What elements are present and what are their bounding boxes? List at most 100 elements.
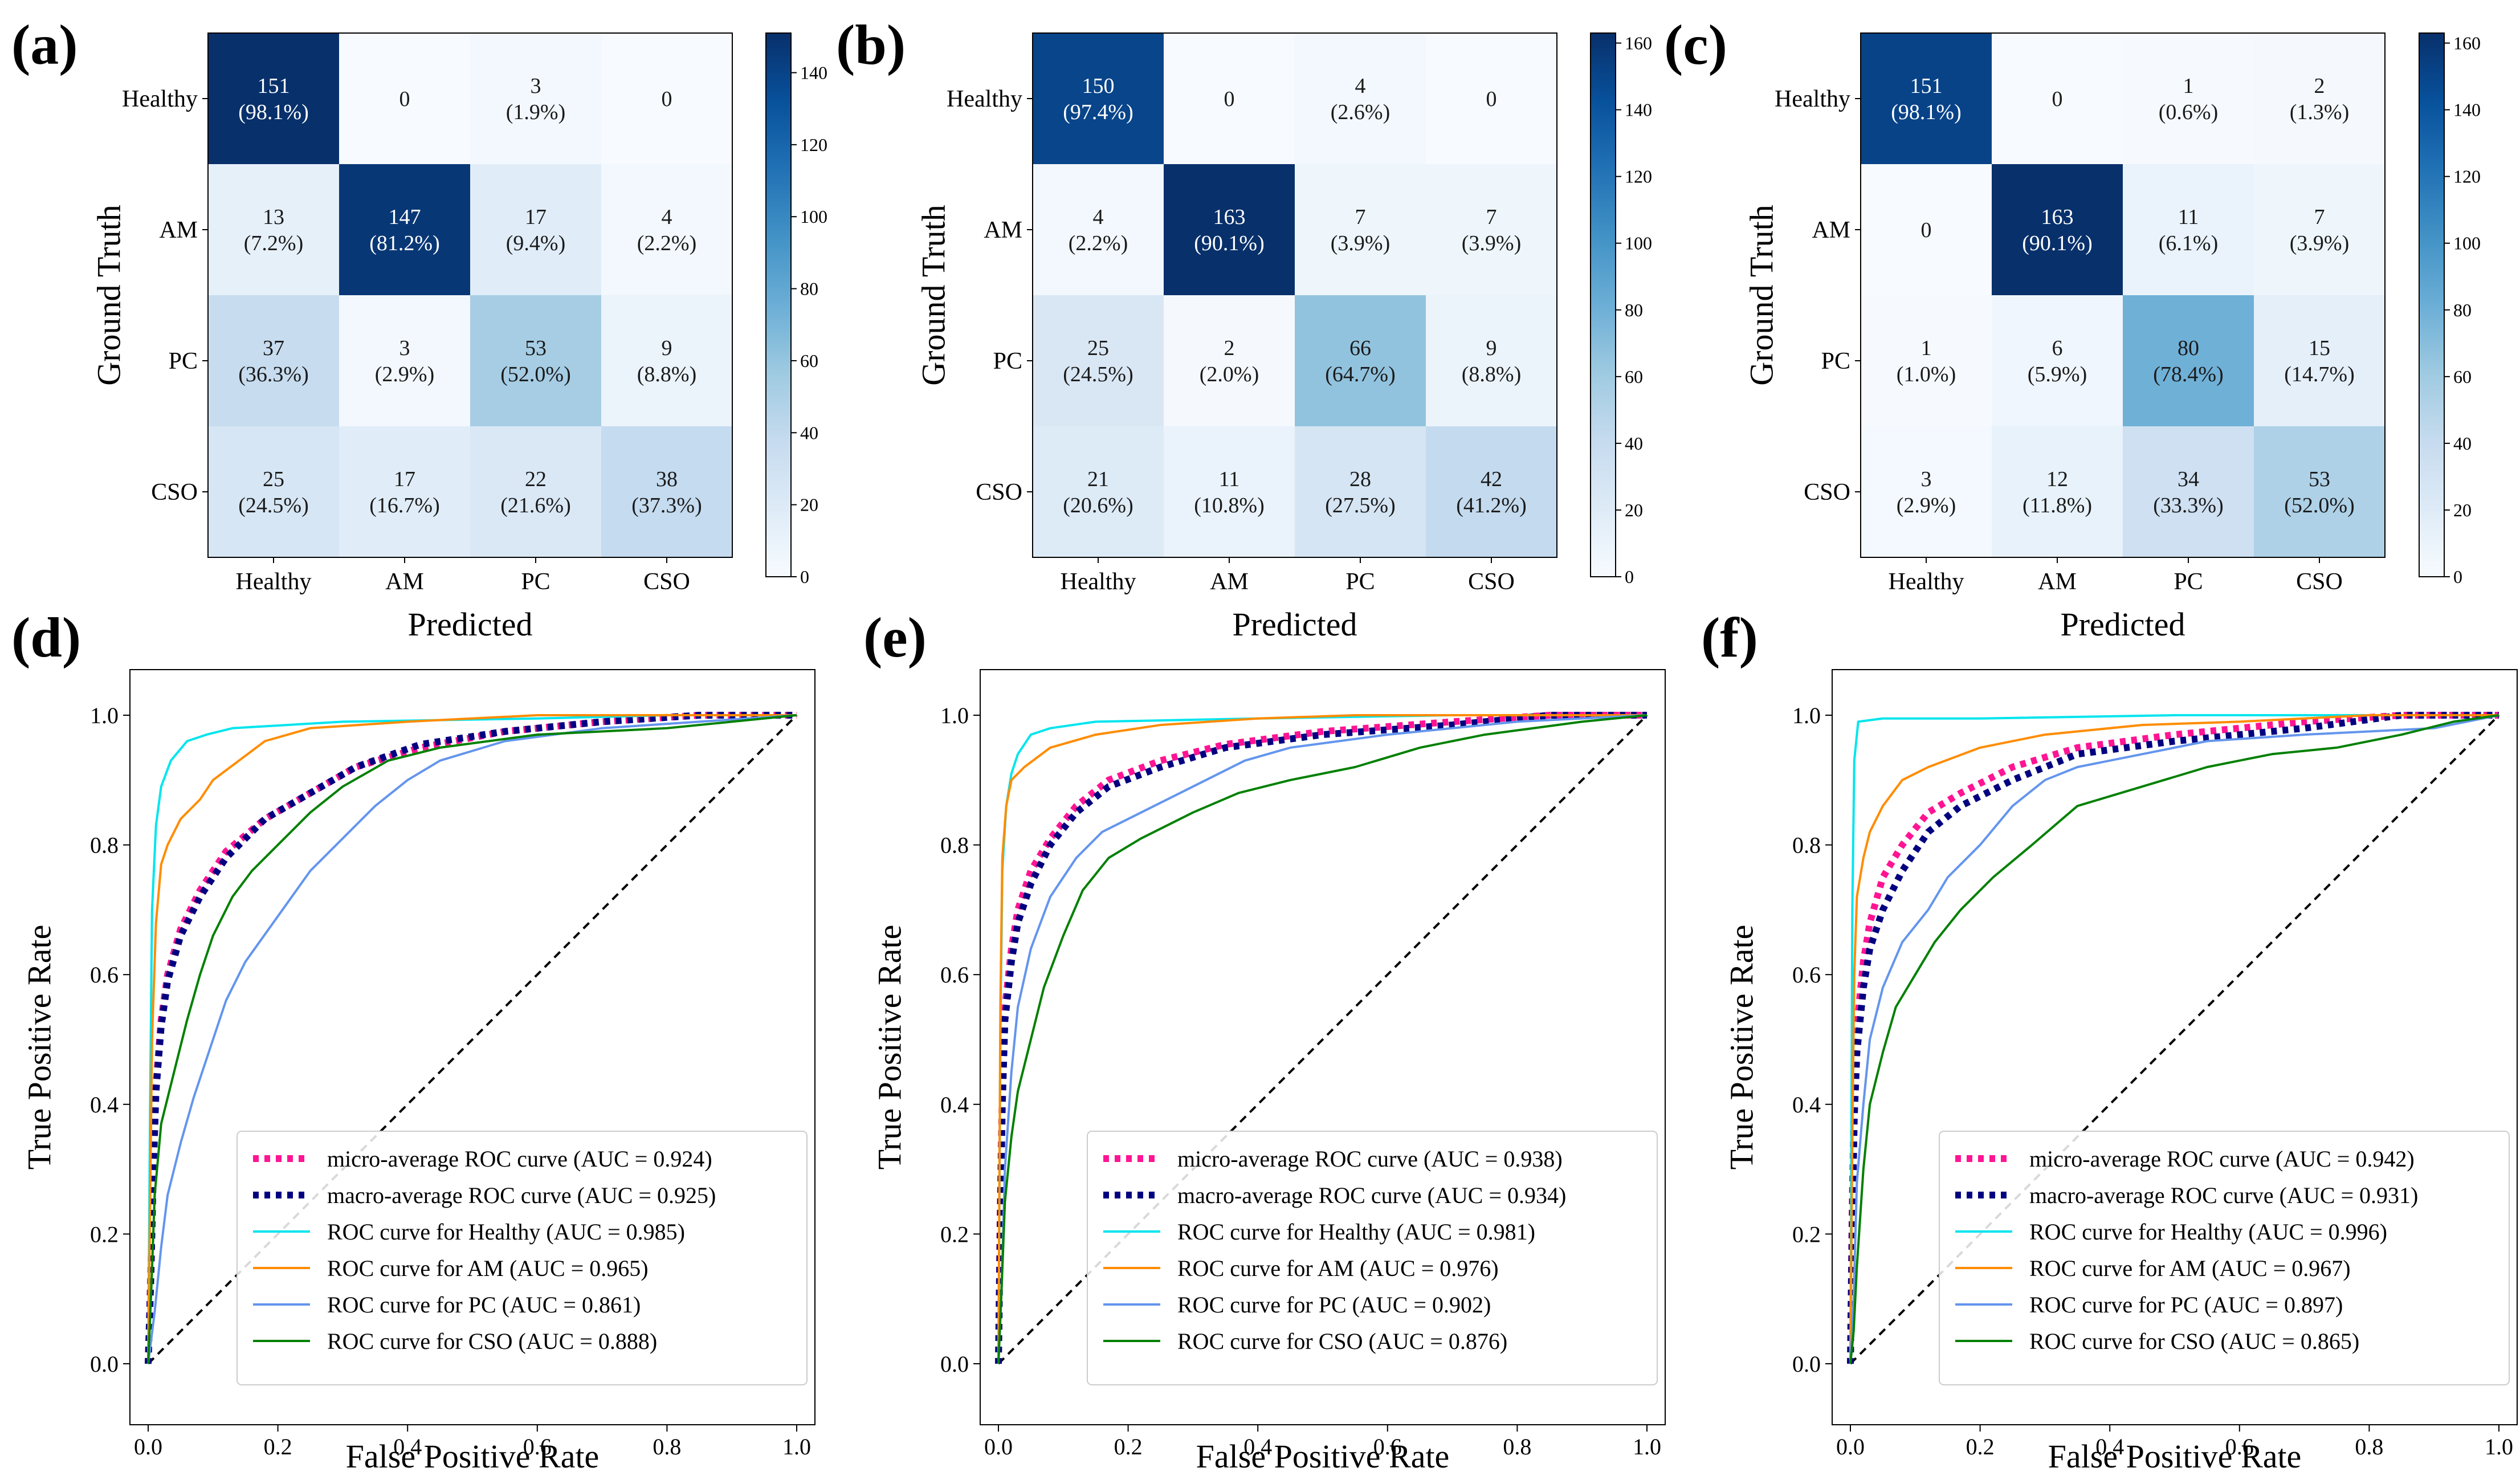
cell-count: 12 — [2046, 467, 2068, 491]
colorbar-tick-label: 160 — [1625, 33, 1652, 54]
y-tick-label: 0.2 — [1792, 1221, 1821, 1247]
cell-percent: (2.2%) — [1069, 231, 1128, 255]
colorbar-tick-label: 60 — [1625, 366, 1643, 387]
y-tick-label: AM — [984, 217, 1022, 243]
y-tick-label: 0.8 — [90, 833, 119, 858]
cell-count: 0 — [2052, 87, 2063, 111]
cell-count: 4 — [1093, 205, 1104, 229]
cell-percent: (97.4%) — [1063, 100, 1133, 124]
cell-count: 0 — [1486, 87, 1497, 111]
cell-percent: (41.2%) — [1456, 494, 1526, 517]
legend-entry: micro-average ROC curve (AUC = 0.942) — [2029, 1146, 2415, 1172]
panel-label: (c) — [1664, 13, 1727, 76]
cell-count: 22 — [525, 467, 547, 491]
cell-count: 15 — [2309, 336, 2330, 360]
cell-count: 17 — [394, 467, 415, 491]
colorbar-tick-label: 40 — [1625, 433, 1643, 454]
legend-entry: ROC curve for Healthy (AUC = 0.985) — [327, 1219, 685, 1245]
cell-count: 7 — [1486, 205, 1497, 229]
cell-count: 4 — [1355, 74, 1366, 98]
colorbar-tick-label: 0 — [1625, 566, 1634, 587]
colorbar-tick-label: 60 — [800, 350, 818, 371]
x-tick-label: AM — [385, 569, 424, 595]
matrix-frame — [1860, 32, 2386, 558]
matrix-cell — [1426, 164, 1557, 295]
cell-percent: (5.9%) — [2028, 362, 2087, 386]
y-tick-label: 1.0 — [90, 703, 119, 728]
colorbar-tick-label: 0 — [2453, 566, 2462, 587]
cell-count: 163 — [1213, 205, 1246, 229]
cell-percent: (98.1%) — [238, 100, 308, 124]
x-tick-label: PC — [1345, 569, 1375, 595]
cell-count: 3 — [399, 336, 410, 360]
colorbar-tick-label: 60 — [2453, 366, 2472, 387]
legend-entry: macro-average ROC curve (AUC = 0.931) — [2029, 1183, 2418, 1208]
x-tick-label: 0.2 — [264, 1434, 292, 1459]
colorbar-tick-label: 40 — [2453, 433, 2472, 454]
y-tick-label: AM — [1812, 217, 1850, 243]
matrix-cell — [1033, 164, 1164, 295]
x-tick-label: 1.0 — [1633, 1434, 1661, 1459]
colorbar-tick-label: 120 — [2453, 166, 2481, 187]
cell-count: 42 — [1481, 467, 1502, 491]
matrix-cell — [601, 295, 732, 426]
y-tick-label: CSO — [151, 479, 198, 505]
legend-entry: ROC curve for AM (AUC = 0.965) — [327, 1255, 649, 1281]
cell-count: 17 — [525, 205, 547, 229]
matrix-cell — [2123, 426, 2254, 557]
cell-count: 7 — [2314, 205, 2325, 229]
matrix-cell — [2254, 33, 2385, 164]
roc-panel-d: (d) 0.0 0.2 0.4 0.6 0.8 1.0 0.0 0.2 0.4 0.6 0.8 1.0 F… — [11, 606, 815, 1475]
cell-count: 37 — [263, 336, 284, 360]
matrix-cell — [1033, 426, 1164, 557]
cell-count: 25 — [1087, 336, 1109, 360]
matrix-cell — [1992, 33, 2123, 164]
matrix-cell — [2123, 33, 2254, 164]
colorbar-tick-label: 160 — [2453, 33, 2481, 54]
matrix-cell — [1426, 426, 1557, 557]
y-tick-label: 0.4 — [90, 1092, 119, 1118]
cell-percent: (52.0%) — [2284, 494, 2354, 517]
cell-percent: (2.9%) — [1897, 494, 1956, 517]
roc-curve-1 — [145, 712, 797, 1364]
cell-percent: (3.9%) — [2290, 231, 2349, 255]
x-tick-label: 0.4 — [2095, 1434, 2124, 1459]
cell-count: 9 — [662, 336, 672, 360]
cell-count: 11 — [1219, 467, 1240, 491]
x-tick-label: 0.8 — [2355, 1434, 2383, 1459]
y-tick-label: Healthy — [122, 86, 198, 112]
x-tick-label: 0.6 — [2225, 1434, 2254, 1459]
cell-count: 151 — [258, 74, 290, 98]
cell-count: 34 — [2178, 467, 2199, 491]
x-axis-label: False Positive Rate — [1196, 1438, 1450, 1475]
matrix-cell — [1992, 426, 2123, 557]
confusion-matrix-a: (a)151(98.1%)03(1.9%)013(7.2%)147(81.2%)… — [11, 13, 827, 643]
matrix-cell — [208, 295, 339, 426]
cell-count: 28 — [1349, 467, 1371, 491]
cell-percent: (2.6%) — [1331, 100, 1390, 124]
legend-box — [1939, 1131, 2510, 1385]
roc-curve-0 — [995, 712, 1647, 1364]
y-tick-label: 0.8 — [940, 833, 969, 858]
legend-entry: micro-average ROC curve (AUC = 0.938) — [1177, 1146, 1563, 1172]
panel-label: (d) — [11, 606, 81, 669]
cell-percent: (16.7%) — [369, 494, 439, 517]
y-tick-label: CSO — [976, 479, 1022, 505]
cell-percent: (36.3%) — [238, 362, 308, 386]
y-tick-label: 0.2 — [90, 1221, 119, 1247]
matrix-cell — [470, 164, 601, 295]
x-tick-label: Healthy — [1061, 569, 1136, 595]
cell-count: 150 — [1082, 74, 1115, 98]
legend-entry: ROC curve for CSO (AUC = 0.865) — [2029, 1328, 2359, 1354]
matrix-frame — [207, 32, 733, 558]
x-tick-label: 0.8 — [1503, 1434, 1531, 1459]
y-axis-label: True Positive Rate — [1723, 925, 1760, 1170]
legend-entry: macro-average ROC curve (AUC = 0.925) — [327, 1183, 716, 1208]
matrix-cell — [1033, 295, 1164, 426]
matrix-frame — [1032, 32, 1557, 558]
matrix-cell — [1992, 164, 2123, 295]
cell-count: 2 — [1224, 336, 1235, 360]
y-tick-label: PC — [1821, 348, 1850, 374]
matrix-cell — [339, 164, 470, 295]
